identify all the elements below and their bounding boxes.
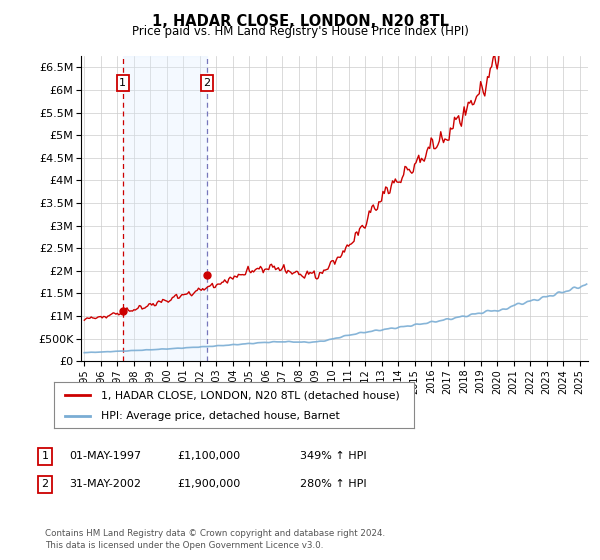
- Text: Contains HM Land Registry data © Crown copyright and database right 2024.
This d: Contains HM Land Registry data © Crown c…: [45, 529, 385, 550]
- Text: 1, HADAR CLOSE, LONDON, N20 8TL: 1, HADAR CLOSE, LONDON, N20 8TL: [151, 14, 449, 29]
- Text: £1,100,000: £1,100,000: [177, 451, 240, 461]
- Text: 01-MAY-1997: 01-MAY-1997: [69, 451, 141, 461]
- Text: Price paid vs. HM Land Registry's House Price Index (HPI): Price paid vs. HM Land Registry's House …: [131, 25, 469, 38]
- Bar: [123, 56, 207, 361]
- Text: HPI: Average price, detached house, Barnet: HPI: Average price, detached house, Barn…: [101, 410, 340, 421]
- Text: 31-MAY-2002: 31-MAY-2002: [69, 479, 141, 489]
- Text: £1,900,000: £1,900,000: [177, 479, 240, 489]
- Text: 280% ↑ HPI: 280% ↑ HPI: [300, 479, 367, 489]
- Text: 1: 1: [119, 78, 126, 88]
- Text: 2: 2: [41, 479, 49, 489]
- Text: 2: 2: [203, 78, 211, 88]
- Text: 1, HADAR CLOSE, LONDON, N20 8TL (detached house): 1, HADAR CLOSE, LONDON, N20 8TL (detache…: [101, 390, 400, 400]
- Text: 1: 1: [41, 451, 49, 461]
- Text: 349% ↑ HPI: 349% ↑ HPI: [300, 451, 367, 461]
